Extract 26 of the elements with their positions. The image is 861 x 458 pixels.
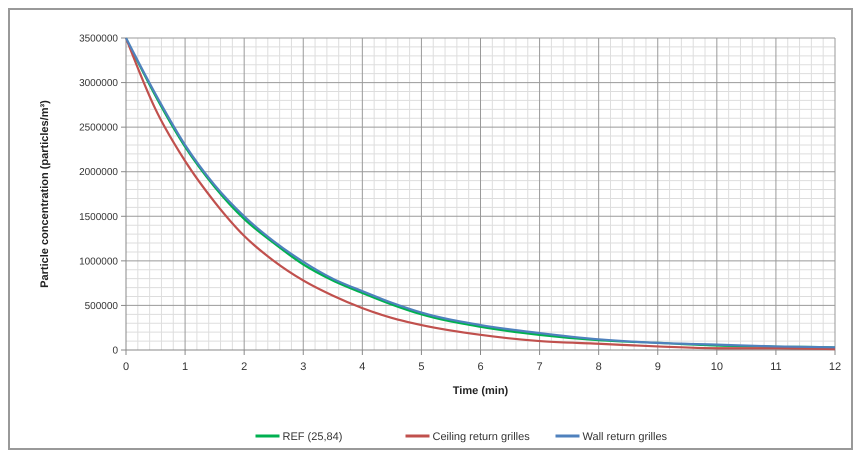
legend-label: Wall return grilles [582,430,668,443]
x-axis-title: Time (min) [452,385,509,397]
x-tick-label: 11 [770,361,782,373]
y-tick-label: 2000000 [79,167,118,178]
x-tick-label: 9 [654,361,661,373]
y-tick-label: 3000000 [79,78,118,90]
y-tick-label: 3500000 [79,34,118,44]
x-tick-label: 10 [710,361,723,373]
y-tick-label: 500000 [84,300,118,312]
x-tick-label: 8 [596,361,602,373]
x-tick-label: 12 [828,361,842,373]
y-tick-label: 2500000 [79,122,118,134]
x-tick-label: 3 [300,361,306,373]
x-tick-label: 6 [477,361,484,373]
y-axis-title: Particle concentration (particles/m³) [39,100,51,288]
y-tick-label: 1500000 [79,212,118,223]
legend-label: Ceiling return grilles [432,430,530,443]
x-tick-label: 0 [122,361,130,373]
x-tick-label: 1 [182,361,188,373]
x-tick-label: 5 [418,361,424,373]
y-tick-label: 0 [112,346,118,356]
legend-label: REF (25,84) [282,430,342,443]
y-tick-label: 1000000 [79,256,118,268]
x-tick-label: 4 [359,361,366,373]
x-tick-label: 2 [241,361,248,373]
x-tick-label: 7 [536,361,543,373]
